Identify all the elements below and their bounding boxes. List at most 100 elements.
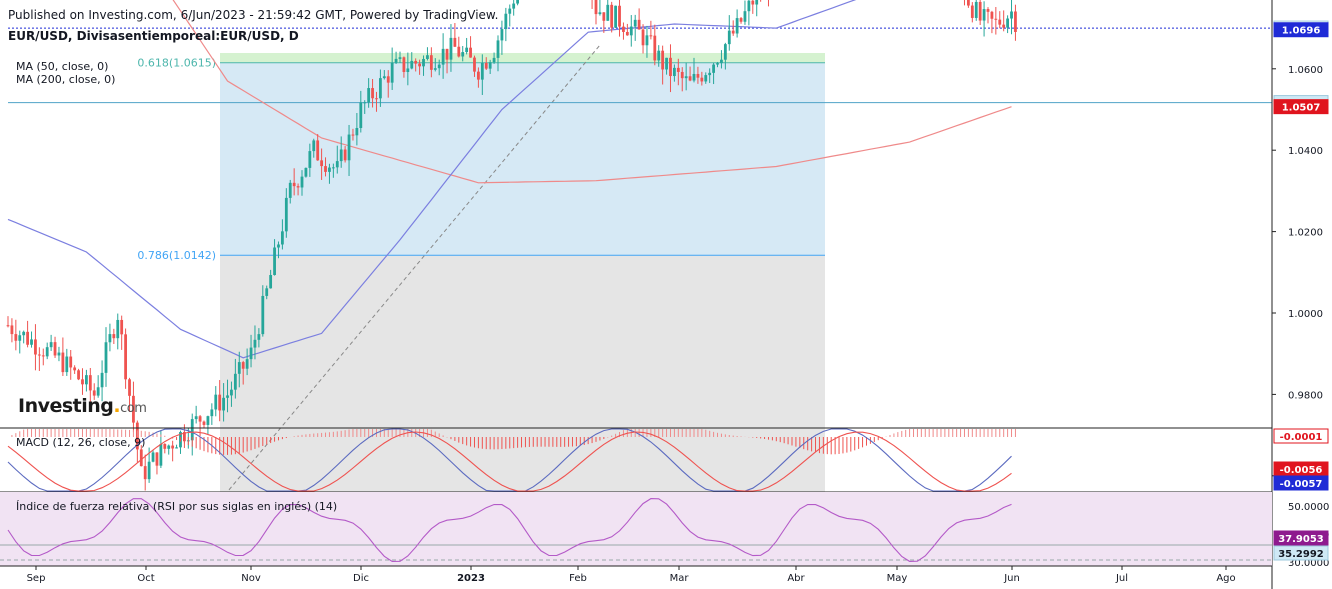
candle-body: [202, 421, 206, 425]
rsi-line: [7, 498, 1012, 562]
candle-body: [970, 5, 974, 18]
candle-body: [206, 416, 210, 425]
candle-body: [292, 182, 296, 187]
candle-body: [167, 445, 171, 449]
candle-body: [441, 48, 445, 65]
candle-body: [692, 73, 696, 81]
candle-body: [226, 395, 229, 398]
y-tick-label: 1.0000: [1288, 309, 1323, 320]
rsi-value-tag-bg: [1273, 530, 1329, 546]
candle-body: [414, 60, 418, 64]
candle-body: [371, 88, 374, 99]
candle-body: [328, 167, 331, 172]
candle-body: [198, 416, 202, 422]
y-tick-label: 1.0400: [1288, 146, 1323, 157]
ma200-legend[interactable]: MA (200, close, 0): [16, 73, 116, 86]
candle-body: [308, 151, 312, 168]
candle-body: [379, 78, 382, 99]
candle-body: [218, 394, 222, 411]
rsi-label[interactable]: Índice de fuerza relativa (RSI por sus s…: [16, 500, 338, 513]
ma50-legend[interactable]: MA (50, close, 0): [16, 60, 109, 73]
x-tick-label: Dic: [353, 573, 369, 584]
candle-body: [429, 55, 433, 70]
candle-body: [967, 0, 970, 6]
candle-body: [190, 419, 194, 441]
x-tick-label: Jul: [1115, 573, 1128, 584]
candles-group: [6, 0, 1017, 491]
candle-body: [406, 68, 410, 73]
rsi-value-tag: 35.2992: [1278, 549, 1324, 560]
candle-body: [755, 0, 759, 5]
rsi-value-tag: 37.9053: [1278, 534, 1324, 545]
x-tick-label: 2023: [457, 573, 485, 584]
candle-body: [359, 102, 363, 128]
candle-body: [649, 35, 653, 37]
candle-body: [433, 68, 437, 70]
candle-body: [81, 379, 84, 385]
candle-body: [6, 325, 10, 327]
candle-body: [1006, 18, 1009, 28]
x-tick-label: Jun: [1003, 573, 1020, 584]
candle-body: [363, 102, 367, 104]
candle-body: [665, 57, 668, 70]
fib-zone-grey: [220, 255, 825, 501]
candle-body: [37, 354, 41, 356]
rsi-tick-label: 50.0000: [1288, 502, 1329, 513]
candle-body: [222, 397, 225, 411]
candle-body: [1002, 24, 1006, 28]
candle-body: [104, 342, 108, 373]
candle-body: [504, 13, 508, 30]
candle-body: [606, 4, 610, 21]
candle-body: [982, 9, 986, 21]
candle-body: [18, 335, 22, 341]
candle-body: [625, 31, 629, 36]
macd-value-tag: -0.0057: [1280, 479, 1323, 490]
x-tick-label: Nov: [241, 573, 261, 584]
price-tag-bg: [1273, 22, 1329, 38]
candle-body: [296, 186, 300, 188]
candle-body: [641, 29, 645, 46]
candle-body: [147, 461, 151, 480]
candle-body: [194, 416, 198, 420]
candle-body: [331, 167, 335, 169]
ma200-line: [172, 0, 1012, 184]
candle-body: [477, 71, 480, 80]
candle-body: [747, 0, 751, 12]
candle-body: [65, 356, 69, 373]
candle-body: [461, 52, 465, 57]
x-tick-label: Ago: [1216, 573, 1235, 584]
candle-body: [53, 342, 57, 356]
price-tag: 1.0507: [1282, 103, 1321, 114]
candle-body: [614, 5, 617, 28]
x-tick-label: Sep: [27, 573, 46, 584]
candle-body: [743, 11, 747, 22]
candle-body: [367, 88, 371, 103]
candle-body: [469, 47, 472, 58]
candle-body: [155, 452, 159, 466]
fib-zone-green: [220, 53, 825, 63]
candle-body: [480, 62, 484, 80]
candle-body: [375, 98, 378, 100]
macd-line: [7, 428, 1012, 492]
candle-body: [61, 352, 65, 373]
candle-body: [496, 40, 500, 58]
candle-body: [320, 160, 323, 167]
candle-body: [598, 12, 602, 15]
rsi-band: [0, 492, 1272, 566]
candle-body: [610, 4, 614, 28]
candle-body: [731, 30, 735, 34]
candle-body: [273, 247, 276, 276]
candle-body: [473, 57, 476, 72]
macd-label[interactable]: MACD (12, 26, close, 9): [16, 436, 146, 449]
candle-body: [680, 71, 684, 79]
x-tick-label: Feb: [569, 573, 587, 584]
candle-body: [108, 334, 112, 343]
candle-body: [257, 334, 261, 340]
candle-body: [281, 231, 284, 245]
candle-body: [688, 76, 692, 81]
candle-body: [85, 375, 88, 385]
candle-body: [88, 375, 92, 391]
candle-body: [77, 370, 80, 380]
x-tick-label: Mar: [670, 573, 690, 584]
candle-body: [974, 1, 978, 18]
